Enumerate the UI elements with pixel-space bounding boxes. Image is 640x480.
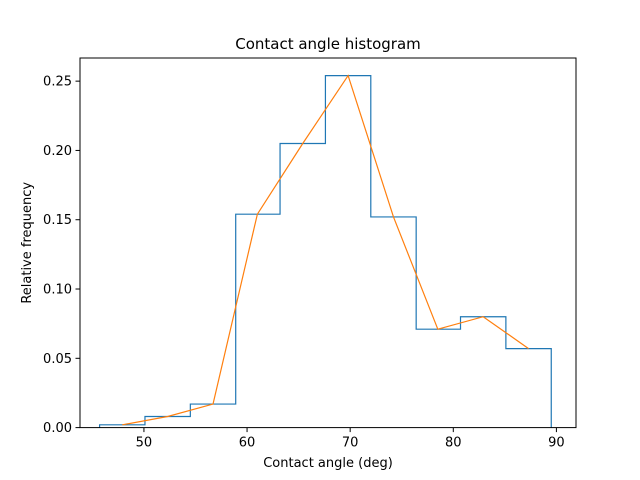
x-axis-label: Contact angle (deg) (263, 456, 393, 471)
y-tick-label: 0.20 (43, 144, 72, 159)
y-tick-label: 0.15 (43, 213, 72, 228)
y-tick-label: 0.25 (43, 75, 72, 90)
x-tick-label: 70 (342, 436, 359, 451)
y-axis-label: Relative frequency (20, 182, 35, 304)
x-tick-label: 90 (548, 436, 565, 451)
x-tick-label: 60 (239, 436, 256, 451)
y-tick-label: 0.10 (43, 283, 72, 298)
chart-title: Contact angle histogram (235, 35, 421, 53)
frequency-line (122, 74, 529, 426)
x-tick-label: 50 (136, 436, 153, 451)
x-tick-label: 80 (445, 436, 462, 451)
y-tick-label: 0.05 (43, 352, 72, 367)
x-axis-ticks: 50 60 70 80 90 (136, 427, 565, 451)
y-tick-label: 0.00 (43, 421, 72, 436)
axes-frame (79, 57, 577, 429)
y-axis-ticks: 0.00 0.05 0.10 0.15 0.20 0.25 (43, 75, 80, 436)
plot-content (98, 74, 552, 428)
